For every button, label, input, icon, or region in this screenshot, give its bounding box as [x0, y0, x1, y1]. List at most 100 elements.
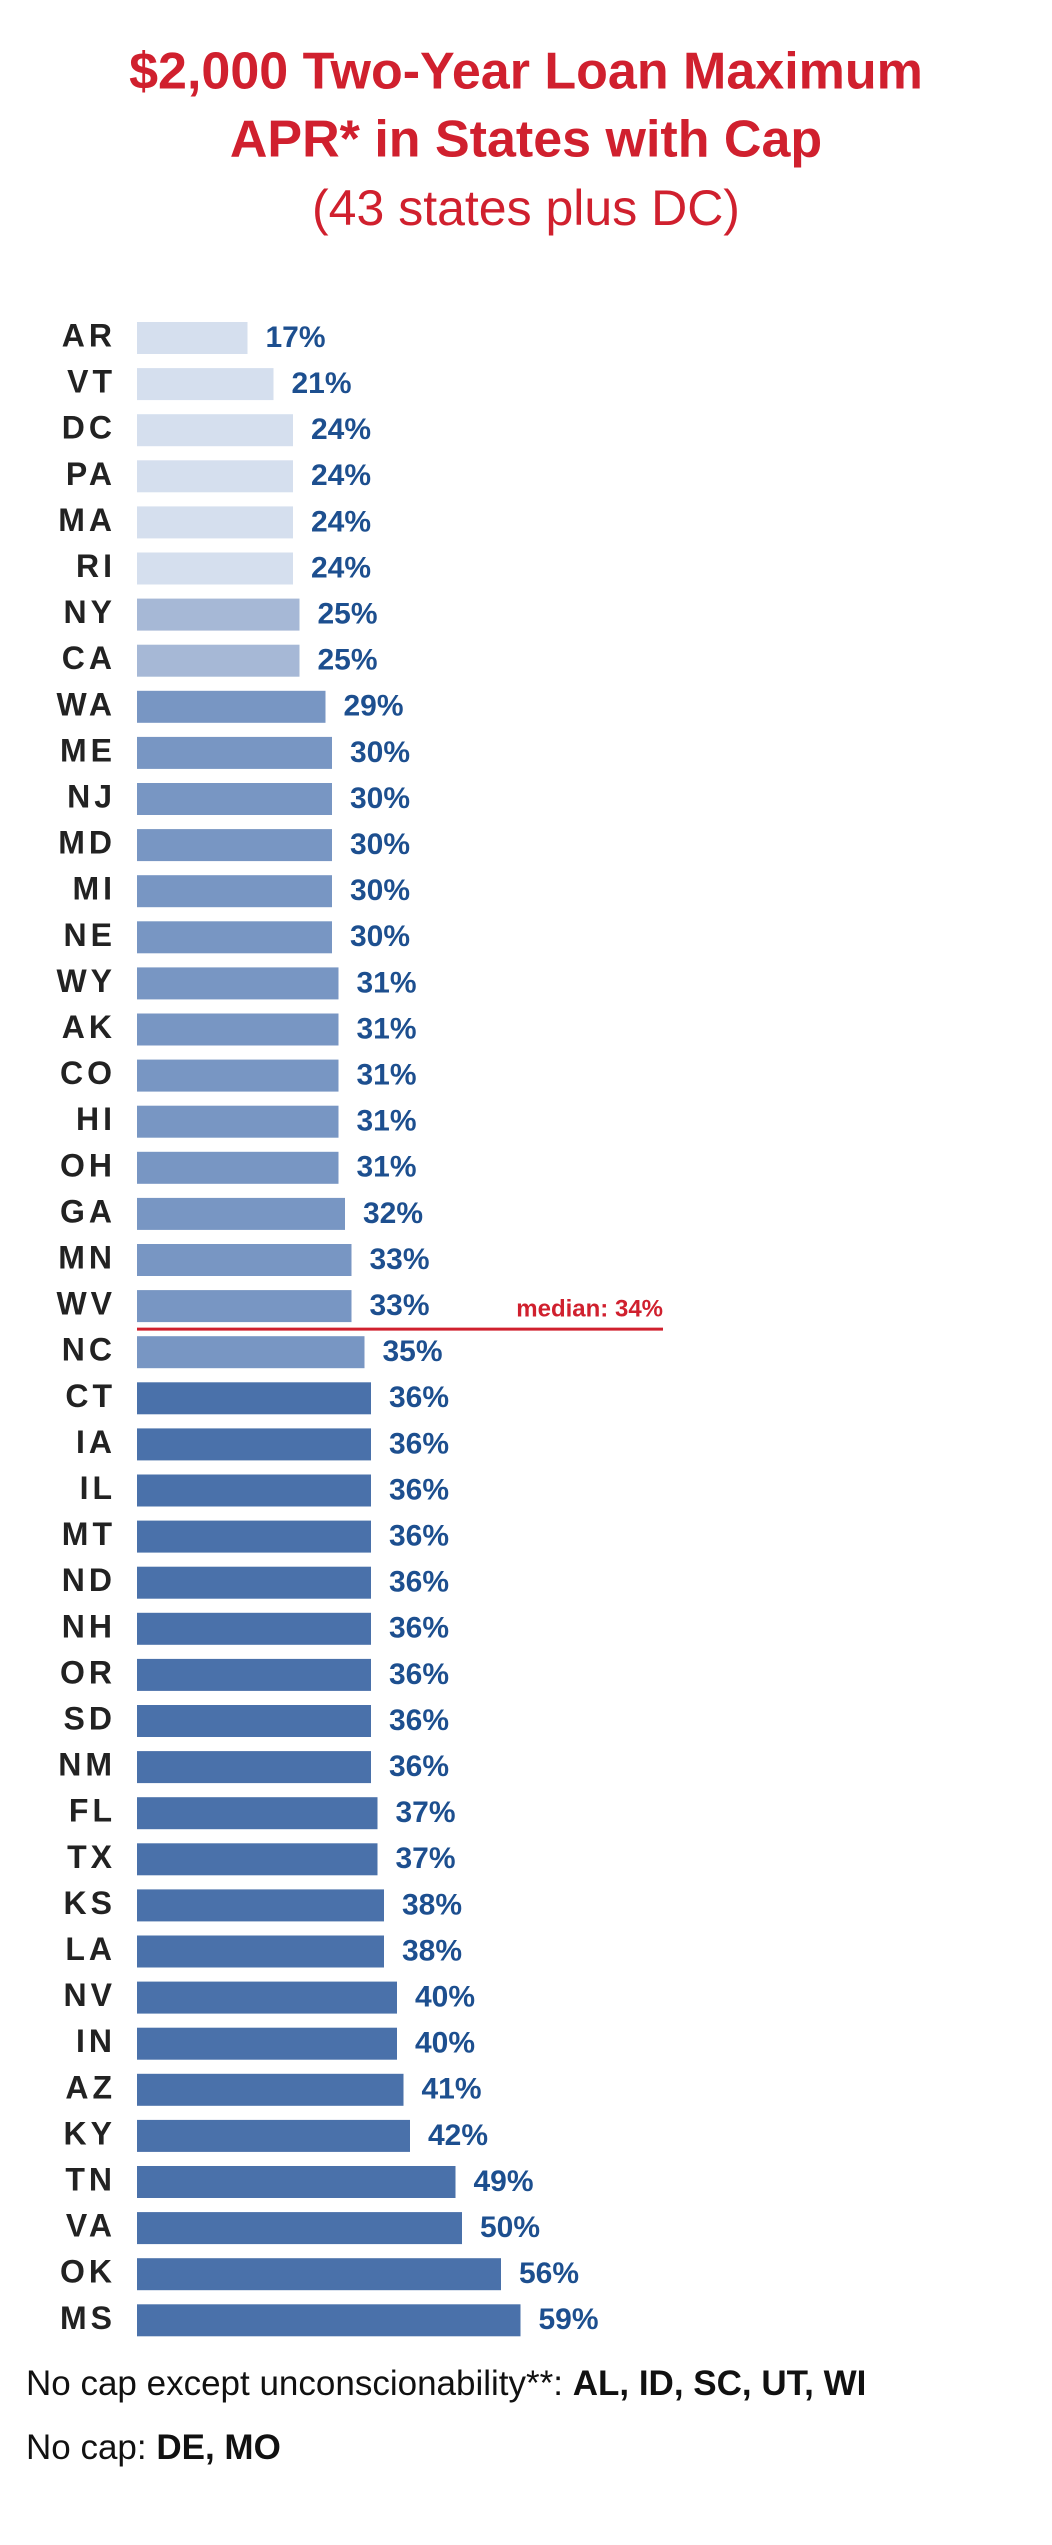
category-label: VT	[67, 364, 116, 400]
category-label: ND	[62, 1562, 116, 1598]
category-label: NV	[64, 1977, 116, 2013]
category-label: ME	[60, 732, 116, 768]
value-label: 29%	[344, 690, 404, 723]
bar	[137, 598, 300, 631]
category-label: AK	[62, 1009, 116, 1045]
value-label: 40%	[415, 2027, 475, 2060]
value-label: 36%	[389, 1520, 449, 1553]
bar	[137, 552, 293, 585]
value-label: 59%	[539, 2303, 599, 2336]
category-label: CT	[65, 1378, 116, 1414]
footnote-states: DE, MO	[156, 2428, 280, 2467]
value-label: 31%	[357, 1059, 417, 1092]
bar	[137, 1981, 397, 2014]
value-label: 56%	[519, 2257, 579, 2290]
bar	[137, 2073, 404, 2106]
category-label: TX	[67, 1839, 116, 1875]
bar	[137, 1105, 339, 1138]
bar	[137, 2027, 397, 2060]
bar	[137, 1612, 371, 1645]
bar	[137, 829, 332, 862]
value-label: 21%	[292, 367, 352, 400]
category-label: NY	[64, 594, 116, 630]
value-label: 49%	[474, 2165, 534, 2198]
value-label: 50%	[480, 2211, 540, 2244]
value-label: 41%	[422, 2073, 482, 2106]
value-label: 24%	[311, 459, 371, 492]
bar	[137, 1797, 378, 1830]
category-label: MI	[72, 871, 116, 907]
footnote: No cap except unconscionability**: AL, I…	[26, 2364, 866, 2403]
value-label: 24%	[311, 551, 371, 584]
value-label: 36%	[389, 1704, 449, 1737]
bar	[137, 967, 339, 1000]
category-label: AZ	[65, 2069, 116, 2105]
bar	[137, 368, 274, 401]
category-label: RI	[76, 548, 116, 584]
category-label: KS	[64, 1885, 116, 1921]
category-label: IA	[76, 1424, 116, 1460]
category-label: MN	[58, 1239, 116, 1275]
median-label: median: 34%	[516, 1295, 663, 1322]
value-label: 31%	[357, 1012, 417, 1045]
bar	[137, 921, 332, 954]
bar	[137, 1290, 352, 1323]
bar	[137, 1336, 365, 1369]
bar	[137, 1474, 371, 1507]
value-label: 37%	[396, 1842, 456, 1875]
category-label: WV	[56, 1286, 116, 1322]
value-label: 36%	[389, 1750, 449, 1783]
bar	[137, 1935, 384, 1968]
value-label: 31%	[357, 1151, 417, 1184]
category-label: TN	[65, 2161, 116, 2197]
bar	[137, 1751, 371, 1784]
bar	[137, 1520, 371, 1553]
category-label: VA	[66, 2208, 116, 2244]
category-label: WA	[56, 686, 116, 722]
category-label: HI	[76, 1101, 116, 1137]
bar	[137, 690, 326, 723]
category-label: IN	[76, 2023, 116, 2059]
bar	[137, 1705, 371, 1737]
category-label: CO	[60, 1055, 116, 1091]
bar	[137, 2119, 410, 2152]
value-label: 25%	[318, 598, 378, 631]
chart-title: $2,000 Two-Year Loan Maximum	[129, 43, 923, 101]
footnote: No cap: DE, MO	[26, 2428, 281, 2467]
category-label: OR	[60, 1654, 116, 1690]
bar	[137, 1197, 345, 1230]
value-label: 42%	[428, 2119, 488, 2152]
category-label: KY	[64, 2115, 116, 2151]
bar	[137, 1059, 339, 1092]
category-label: WY	[56, 963, 116, 999]
category-label: MS	[60, 2300, 116, 2336]
bar	[137, 414, 293, 447]
value-label: 17%	[266, 321, 326, 354]
category-label: NM	[58, 1747, 116, 1783]
value-label: 35%	[383, 1335, 443, 1368]
value-label: 33%	[370, 1289, 430, 1322]
value-label: 36%	[389, 1427, 449, 1460]
chart-subtitle: (43 states plus DC)	[312, 180, 740, 236]
value-label: 37%	[396, 1796, 456, 1829]
bar	[137, 2166, 456, 2198]
category-label: FL	[69, 1793, 116, 1829]
category-label: IL	[80, 1470, 116, 1506]
bar	[137, 1843, 378, 1876]
value-label: 36%	[389, 1381, 449, 1414]
category-label: OH	[60, 1147, 116, 1183]
value-label: 30%	[350, 874, 410, 907]
bar	[137, 2212, 462, 2245]
category-label: CA	[62, 640, 116, 676]
category-label: MT	[62, 1516, 116, 1552]
value-label: 38%	[402, 1888, 462, 1921]
category-label: SD	[64, 1700, 116, 1736]
value-label: 24%	[311, 505, 371, 538]
value-label: 36%	[389, 1473, 449, 1506]
value-label: 32%	[363, 1197, 423, 1230]
bar	[137, 875, 332, 908]
bar	[137, 736, 332, 769]
value-label: 36%	[389, 1658, 449, 1691]
value-label: 30%	[350, 782, 410, 815]
